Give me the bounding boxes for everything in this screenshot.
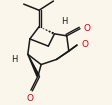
Text: O: O	[82, 24, 89, 33]
Polygon shape	[39, 27, 41, 28]
Text: H: H	[61, 17, 67, 26]
Polygon shape	[42, 28, 44, 29]
Text: O: O	[26, 94, 33, 103]
Polygon shape	[45, 29, 47, 31]
Text: O: O	[80, 40, 87, 49]
Polygon shape	[51, 32, 54, 35]
Text: H: H	[11, 55, 17, 64]
Polygon shape	[28, 54, 39, 76]
Polygon shape	[48, 30, 50, 33]
